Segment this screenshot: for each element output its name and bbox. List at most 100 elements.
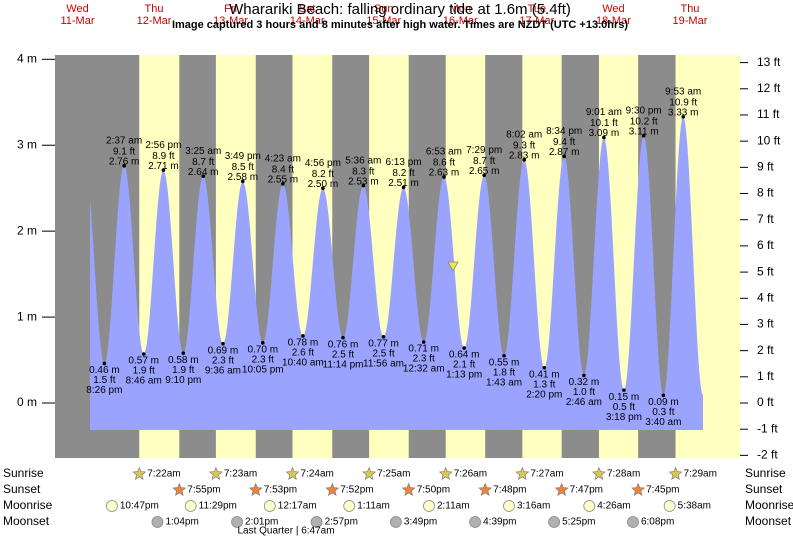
- extreme-ft: 9.3 ft: [513, 140, 535, 151]
- event-time: 7:50pm: [417, 485, 450, 496]
- tide-extreme: [502, 353, 506, 358]
- day-date: 17-Mar: [519, 15, 554, 27]
- moon-phase-note: Last Quarter | 6:47am: [237, 526, 334, 537]
- extreme-time: 3:18 pm: [606, 412, 642, 423]
- extreme-time: 8:34 pm: [546, 126, 582, 137]
- extreme-m: 2.87 m: [549, 147, 580, 158]
- event-time: 5:38am: [678, 501, 711, 512]
- extreme-m: 0.15 m: [609, 392, 640, 403]
- day-name: Wed: [66, 3, 88, 15]
- tide-extreme: [281, 182, 285, 186]
- event-time: 10:47pm: [120, 501, 159, 512]
- extreme-m: 0.76 m: [328, 339, 359, 350]
- tide-extreme: [240, 179, 245, 184]
- tide-extreme: [661, 393, 666, 398]
- extreme-ft: 8.5 ft: [232, 162, 254, 173]
- extreme-ft: 0.5 ft: [613, 402, 635, 413]
- extreme-ft: 10.1 ft: [590, 118, 618, 129]
- extreme-m: 0.41 m: [529, 369, 560, 380]
- tide-extreme: [482, 173, 486, 178]
- extreme-m: 2.63 m: [429, 168, 460, 179]
- y2-tick-label: 5 ft: [757, 264, 774, 278]
- extreme-m: 0.71 m: [408, 344, 439, 355]
- moon-icon: [231, 516, 243, 528]
- extreme-time: 2:46 am: [566, 397, 602, 408]
- extreme-m: 2.65 m: [469, 166, 500, 177]
- tide-extreme: [341, 335, 345, 340]
- y2-tick-label: -1 ft: [757, 421, 778, 435]
- sun-icon: [172, 482, 187, 496]
- extreme-ft: 2.3 ft: [212, 355, 234, 366]
- moon-icon: [389, 516, 402, 528]
- extreme-m: 2.53 m: [348, 176, 379, 187]
- sun-icon: [592, 466, 606, 480]
- y2-tick-label: 7 ft: [757, 212, 774, 226]
- extreme-m: 2.64 m: [188, 167, 219, 178]
- row-label: Sunrise: [3, 466, 44, 480]
- sun-icon: [285, 466, 300, 480]
- extreme-ft: 2.3 ft: [413, 354, 435, 365]
- extreme-time: 9:36 am: [205, 365, 241, 376]
- extreme-time: 2:56 pm: [145, 140, 181, 151]
- extreme-ft: 8.3 ft: [352, 166, 374, 177]
- extreme-m: 2.83 m: [509, 150, 540, 161]
- tide-extreme: [681, 115, 686, 119]
- event-time: 7:26am: [454, 469, 487, 480]
- row-label: Moonrise: [745, 498, 793, 512]
- sun-icon: [668, 466, 683, 480]
- extreme-time: 8:02 am: [506, 129, 542, 140]
- extreme-time: 3:40 am: [645, 417, 681, 428]
- y-tick-label: 2 m: [17, 223, 37, 237]
- row-label: Moonset: [3, 514, 50, 528]
- y2-tick-label: 9 ft: [757, 160, 774, 174]
- tide-extreme: [361, 183, 366, 188]
- row-label: Moonrise: [3, 498, 53, 512]
- chart-title: Wharariki Beach: falling ordinary tide a…: [229, 1, 571, 18]
- row-label: Sunset: [745, 482, 783, 496]
- y2-tick-label: 13 ft: [757, 55, 781, 69]
- event-time: 7:45pm: [646, 485, 679, 496]
- extreme-m: 0.70 m: [247, 344, 278, 355]
- event-time: 7:25am: [377, 469, 410, 480]
- moon-icon: [343, 500, 356, 512]
- extreme-ft: 1.3 ft: [533, 379, 555, 390]
- event-time: 7:53pm: [264, 485, 297, 496]
- extreme-ft: 2.5 ft: [332, 349, 354, 360]
- tide-extreme: [260, 341, 265, 345]
- moon-icon: [105, 500, 118, 512]
- moon-icon: [263, 500, 276, 512]
- day-name: Sun: [374, 3, 394, 15]
- event-time: 5:25pm: [562, 517, 595, 528]
- tide-extreme: [221, 341, 225, 346]
- event-time: 7:24am: [300, 469, 333, 480]
- extreme-time: 12:32 am: [403, 364, 445, 375]
- tide-extreme: [462, 346, 466, 350]
- event-time: 7:23am: [224, 469, 257, 480]
- current-tide-marker: [447, 261, 459, 272]
- extreme-time: 10:05 pm: [242, 364, 284, 375]
- extreme-ft: 1.9 ft: [172, 365, 194, 376]
- extreme-ft: 0.3 ft: [652, 407, 674, 418]
- moon-icon: [627, 516, 639, 528]
- extreme-m: 2.58 m: [227, 172, 258, 183]
- tide-extreme: [542, 365, 547, 370]
- day-date: 18-Mar: [596, 15, 631, 27]
- extreme-ft: 10.2 ft: [630, 116, 658, 127]
- extreme-ft: 2.3 ft: [252, 354, 274, 365]
- sun-icon: [248, 482, 263, 496]
- day-name: Wed: [602, 3, 624, 15]
- extreme-m: 2.55 m: [268, 175, 299, 186]
- tide-extreme: [421, 340, 426, 344]
- day-date: 12-Mar: [137, 15, 172, 27]
- y2-tick-label: 11 ft: [757, 107, 780, 121]
- extreme-ft: 8.7 ft: [192, 157, 214, 168]
- extreme-m: 0.55 m: [489, 357, 520, 368]
- tide-extreme: [582, 373, 586, 378]
- sun-icon: [362, 466, 377, 480]
- extreme-time: 3:49 pm: [225, 151, 261, 162]
- sun-icon: [132, 466, 147, 480]
- day-name: Fri: [224, 3, 237, 15]
- tide-extreme: [321, 186, 325, 190]
- event-time: 2:57pm: [325, 517, 358, 528]
- y-tick-label: 1 m: [17, 309, 37, 323]
